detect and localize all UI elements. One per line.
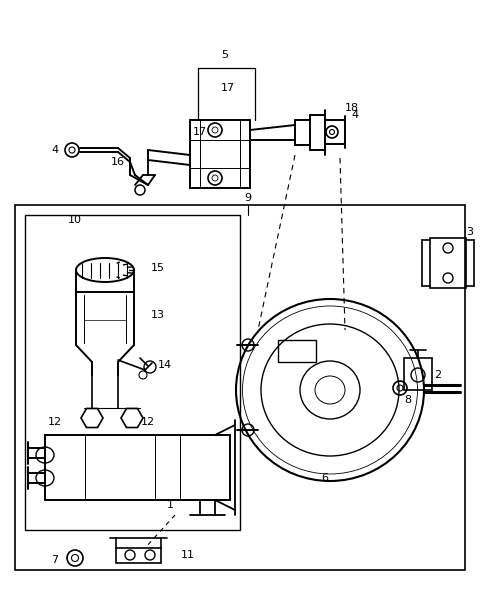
- Text: 18: 18: [345, 103, 359, 113]
- Text: 13: 13: [151, 310, 165, 320]
- Bar: [404, 358, 432, 390]
- Text: 2: 2: [434, 370, 442, 380]
- Text: 8: 8: [405, 395, 411, 405]
- Text: 12: 12: [141, 417, 155, 427]
- Bar: [116, 548, 161, 563]
- Text: 15: 15: [151, 263, 165, 273]
- Text: 6: 6: [322, 473, 328, 483]
- Text: 9: 9: [244, 193, 252, 203]
- Text: 10: 10: [68, 215, 82, 225]
- Text: 1: 1: [167, 500, 173, 510]
- Text: 17: 17: [193, 127, 207, 137]
- Bar: [430, 238, 466, 288]
- Text: 3: 3: [467, 227, 473, 237]
- Text: 5: 5: [221, 50, 228, 60]
- Text: 12: 12: [48, 417, 62, 427]
- Text: 11: 11: [181, 550, 195, 560]
- Bar: [25, 215, 240, 530]
- Text: 4: 4: [51, 145, 59, 155]
- Text: 16: 16: [111, 157, 125, 167]
- Text: 17: 17: [221, 83, 235, 93]
- Text: 4: 4: [351, 110, 359, 120]
- Bar: [278, 340, 316, 362]
- Text: 14: 14: [158, 360, 172, 370]
- Text: 7: 7: [51, 555, 59, 565]
- Bar: [15, 205, 465, 570]
